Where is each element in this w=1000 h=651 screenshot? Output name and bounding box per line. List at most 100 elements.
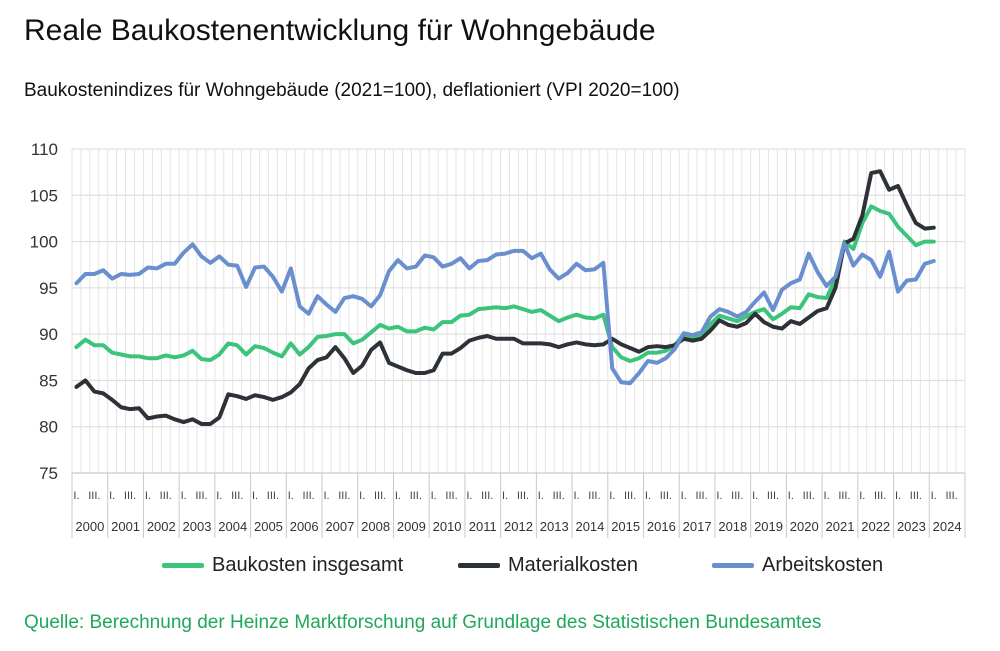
quarter-tick-label: III. <box>338 490 350 502</box>
quarter-tick-label: III. <box>517 490 529 502</box>
year-label: 2006 <box>290 519 319 534</box>
year-label: 2018 <box>718 519 747 534</box>
quarter-tick-label: III. <box>267 490 279 502</box>
year-label: 2007 <box>325 519 354 534</box>
quarter-tick-label: III. <box>624 490 636 502</box>
year-label: 2008 <box>361 519 390 534</box>
year-label: 2000 <box>75 519 104 534</box>
quarter-tick-label: I. <box>931 490 937 502</box>
quarter-tick-label: III. <box>660 490 672 502</box>
chart-series <box>74 169 936 426</box>
y-tick-label: 100 <box>30 233 58 252</box>
quarter-tick-label: I. <box>538 490 544 502</box>
year-label: 2015 <box>611 519 640 534</box>
quarter-tick-label: III. <box>195 490 207 502</box>
year-label: 2020 <box>790 519 819 534</box>
quarter-tick-label: I. <box>609 490 615 502</box>
legend-item-arbeitskosten: Arbeitskosten <box>712 554 883 577</box>
year-label: 2005 <box>254 519 283 534</box>
year-label: 2010 <box>433 519 462 534</box>
year-label: 2022 <box>861 519 890 534</box>
series-line-materialkosten <box>74 169 936 426</box>
legend-item-materialkosten: Materialkosten <box>458 554 638 577</box>
quarter-tick-label: I. <box>395 490 401 502</box>
y-tick-label: 90 <box>39 325 58 344</box>
quarter-tick-label: III. <box>731 490 743 502</box>
year-label: 2011 <box>469 519 497 534</box>
quarter-tick-label: I. <box>788 490 794 502</box>
quarter-tick-label: I. <box>252 490 258 502</box>
year-label: 2013 <box>540 519 569 534</box>
legend-label: Baukosten insgesamt <box>212 554 404 576</box>
legend-label: Arbeitskosten <box>762 554 884 576</box>
year-label: 2004 <box>218 519 247 534</box>
y-tick-label: 105 <box>30 186 58 205</box>
quarter-tick-label: III. <box>160 490 172 502</box>
quarter-tick-label: III. <box>767 490 779 502</box>
quarter-tick-label: I. <box>181 490 187 502</box>
year-label: 2003 <box>183 519 212 534</box>
y-tick-label: 95 <box>39 279 58 298</box>
series-line-arbeitskosten <box>74 241 936 386</box>
quarter-tick-label: I. <box>573 490 579 502</box>
y-tick-label: 85 <box>39 371 58 390</box>
legend-swatch <box>162 563 204 568</box>
quarter-tick-label: I. <box>288 490 294 502</box>
quarter-tick-label: III. <box>410 490 422 502</box>
quarter-tick-label: I. <box>73 490 79 502</box>
year-label: 2012 <box>504 519 533 534</box>
quarter-tick-label: III. <box>695 490 707 502</box>
quarter-tick-label: I. <box>716 490 722 502</box>
quarter-tick-label: I. <box>859 490 865 502</box>
year-label: 2021 <box>826 519 855 534</box>
quarter-tick-label: III. <box>303 490 315 502</box>
quarter-tick-label: I. <box>895 490 901 502</box>
y-tick-label: 110 <box>31 140 58 159</box>
quarter-tick-label: III. <box>838 490 850 502</box>
source-note: Quelle: Berechnung der Heinze Marktforsc… <box>24 612 822 633</box>
year-label: 2016 <box>647 519 676 534</box>
series-line-baukosten-insgesamt <box>74 204 936 363</box>
quarter-tick-label: I. <box>824 490 830 502</box>
quarter-tick-label: I. <box>681 490 687 502</box>
line-chart: 75 80 85 90 95 100 105 110 2000 I. III. 2001 I. III. 2… <box>30 140 966 538</box>
y-tick-label: 75 <box>39 464 58 483</box>
quarter-tick-label: III. <box>588 490 600 502</box>
legend-swatch <box>712 563 754 568</box>
chart-title: Reale Baukostenentwicklung für Wohngebäu… <box>24 14 656 47</box>
quarter-tick-label: III. <box>553 490 565 502</box>
quarter-tick-label: I. <box>502 490 508 502</box>
legend-item-baukosten: Baukosten insgesamt <box>162 554 403 577</box>
chart-subtitle: Baukostenindizes für Wohngebäude (2021=1… <box>24 80 680 101</box>
y-tick-label: 80 <box>39 418 58 437</box>
year-label: 2019 <box>754 519 783 534</box>
year-label: 2017 <box>683 519 712 534</box>
legend-label: Materialkosten <box>508 554 639 576</box>
quarter-tick-label: I. <box>645 490 651 502</box>
quarter-tick-label: I. <box>145 490 151 502</box>
quarter-tick-label: III. <box>874 490 886 502</box>
year-label: 2024 <box>933 519 962 534</box>
quarter-tick-label: III. <box>803 490 815 502</box>
chart-axes: 75 80 85 90 95 100 105 110 2000 I. III. 2001 I. III. 2… <box>30 140 966 538</box>
quarter-tick-label: III. <box>910 490 922 502</box>
year-label: 2009 <box>397 519 426 534</box>
quarter-tick-label: III. <box>88 490 100 502</box>
year-label: 2001 <box>111 519 140 534</box>
quarter-tick-label: I. <box>216 490 222 502</box>
quarter-tick-label: I. <box>752 490 758 502</box>
legend-swatch <box>458 563 500 568</box>
quarter-tick-label: I. <box>109 490 115 502</box>
quarter-tick-label: I. <box>431 490 437 502</box>
quarter-tick-label: I. <box>323 490 329 502</box>
quarter-tick-label: I. <box>466 490 472 502</box>
quarter-tick-label: III. <box>481 490 493 502</box>
quarter-tick-label: III. <box>945 490 957 502</box>
quarter-tick-label: I. <box>359 490 365 502</box>
quarter-tick-label: III. <box>374 490 386 502</box>
quarter-tick-label: III. <box>445 490 457 502</box>
quarter-tick-label: III. <box>124 490 136 502</box>
year-label: 2002 <box>147 519 176 534</box>
year-label: 2014 <box>575 519 604 534</box>
quarter-tick-label: III. <box>231 490 243 502</box>
